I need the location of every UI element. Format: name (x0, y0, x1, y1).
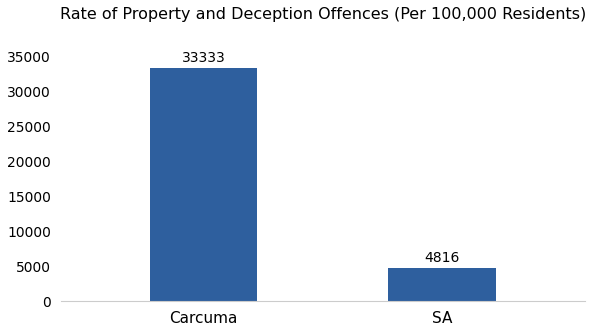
Bar (150, 68, 258, 301)
Text: 33333: 33333 (182, 52, 226, 66)
Title: Rate of Property and Deception Offences (Per 100,000 Residents): Rate of Property and Deception Offences … (60, 7, 586, 22)
Text: 4816: 4816 (424, 251, 460, 265)
Bar (388, 268, 496, 301)
